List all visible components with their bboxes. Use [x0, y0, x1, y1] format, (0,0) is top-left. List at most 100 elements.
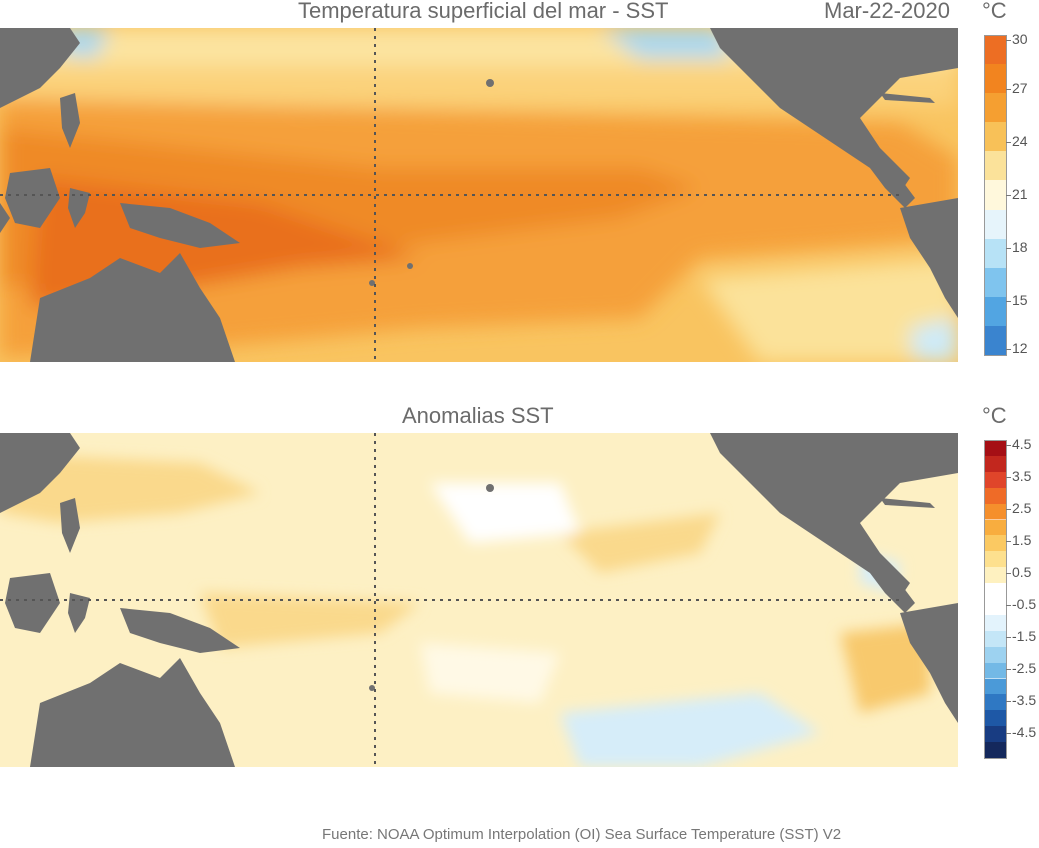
anomaly-colorbar-tick-label: -3.5 [1012, 692, 1037, 708]
anomaly-colorbar-segment [984, 678, 1006, 696]
sst-land-islands-a [369, 280, 375, 286]
anomaly-warm-patch-east [560, 513, 720, 573]
sst-date: Mar-22-2020 [824, 0, 950, 23]
sst-land-australia [30, 253, 235, 362]
sst-land-cuba [880, 93, 935, 103]
sst-colorbar-tick-mark [1006, 301, 1011, 302]
sst-colorbar-segment [984, 180, 1006, 211]
anomaly-colorbar-tick-mark [1006, 541, 1011, 542]
anomaly-colorbar-tick-label: 2.5 [1012, 500, 1032, 516]
anomaly-land-cuba [880, 498, 935, 508]
sst-unit: °C [982, 0, 1007, 23]
anomaly-colorbar-segment [984, 471, 1006, 489]
sst-colorbar-tick-label: 24 [1012, 133, 1028, 149]
sst-cold-north [600, 28, 730, 58]
anomaly-colorbar-segment [984, 551, 1006, 569]
sst-colorbar-segment [984, 296, 1006, 327]
sst-colorbar-tick-label: 12 [1012, 340, 1028, 356]
anomaly-colorbar-tick-mark [1006, 573, 1011, 574]
sst-colorbar [984, 35, 1006, 356]
anomaly-colorbar-tick-mark [1006, 605, 1011, 606]
anomaly-colorbar-tick-label: 3.5 [1012, 468, 1032, 484]
anomaly-colorbar-tick-mark [1006, 637, 1011, 638]
anomaly-colorbar-segment [984, 503, 1006, 521]
sst-land-borneo [5, 168, 60, 228]
anomaly-colorbar-tick-mark [1006, 733, 1011, 734]
anomaly-colorbar-segment [984, 646, 1006, 664]
sst-cool-south-east [700, 258, 958, 362]
sst-land-sumatra [0, 203, 10, 233]
anomaly-colorbar-tick-label: 0.5 [1012, 564, 1032, 580]
anomaly-colorbar-segment [984, 726, 1006, 744]
sst-land-asia [0, 28, 80, 108]
sst-land-islands-b [407, 263, 413, 269]
anomaly-colorbar-tick-label: -0.5 [1012, 596, 1037, 612]
anomaly-neutral-patch-south [420, 643, 560, 703]
sst-land-new-guinea [120, 203, 240, 248]
sst-land-sulawesi [68, 188, 90, 228]
sst-land-north-america [710, 28, 958, 193]
anomaly-colorbar-segment [984, 567, 1006, 585]
anomaly-land-sulawesi [68, 593, 90, 633]
sst-colorbar-segment [984, 151, 1006, 182]
sst-colorbar-segment [984, 93, 1006, 124]
anomaly-colorbar-tick-label: 4.5 [1012, 436, 1032, 452]
anomaly-colorbar [984, 440, 1006, 759]
sst-colorbar-segment [984, 267, 1006, 298]
anomaly-map-canvas [0, 433, 958, 767]
anomaly-colorbar-segment [984, 694, 1006, 712]
sst-map-canvas [0, 28, 958, 362]
anomaly-colorbar-segment [984, 614, 1006, 632]
anomaly-cool-patch-south [560, 693, 820, 767]
sst-colorbar-tick-label: 21 [1012, 186, 1028, 202]
anomaly-land-philippines [60, 498, 80, 553]
anomaly-colorbar-segment [984, 535, 1006, 553]
anomaly-colorbar-segment [984, 440, 1006, 457]
anomaly-colorbar-tick-mark [1006, 477, 1011, 478]
sst-colorbar-tick-mark [1006, 248, 1011, 249]
anomaly-land-south-america [900, 603, 958, 723]
anomaly-colorbar-tick-mark [1006, 669, 1011, 670]
sst-land-south-america [900, 198, 958, 318]
sst-colorbar-tick-mark [1006, 349, 1011, 350]
sst-colorbar-segment [984, 238, 1006, 269]
sst-colorbar-tick-mark [1006, 142, 1011, 143]
anomaly-land-new-guinea [120, 608, 240, 653]
sst-map [0, 28, 958, 362]
anomaly-colorbar-tick-label: -2.5 [1012, 660, 1037, 676]
anomaly-colorbar-segment [984, 487, 1006, 505]
anomaly-colorbar-segment [984, 455, 1006, 473]
sst-colorbar-tick-mark [1006, 40, 1011, 41]
anomaly-colorbar-segment [984, 519, 1006, 537]
anomaly-land-islands [369, 685, 375, 691]
sst-colorbar-tick-label: 30 [1012, 31, 1028, 47]
anomaly-colorbar-segment [984, 630, 1006, 648]
anomaly-land-australia [30, 658, 235, 767]
anomaly-colorbar-segment [984, 662, 1006, 680]
sst-colorbar-segment [984, 64, 1006, 95]
sst-cold-se-corner [910, 318, 958, 362]
anomaly-title: Anomalias SST [402, 403, 554, 428]
data-source: Fuente: NOAA Optimum Interpolation (OI) … [322, 826, 842, 843]
anomaly-colorbar-segment [984, 742, 1006, 759]
sst-colorbar-tick-label: 15 [1012, 292, 1028, 308]
sst-colorbar-tick-label: 18 [1012, 239, 1028, 255]
anomaly-colorbar-tick-label: -4.5 [1012, 724, 1037, 740]
anomaly-map [0, 433, 958, 767]
sst-colorbar-tick-mark [1006, 195, 1011, 196]
anomaly-colorbar-segment [984, 599, 1006, 616]
anomaly-colorbar-segment [984, 583, 1006, 600]
anomaly-colorbar-tick-mark [1006, 701, 1011, 702]
anomaly-colorbar-segment [984, 710, 1006, 728]
anomaly-land-north-america [710, 433, 958, 598]
anomaly-colorbar-tick-mark [1006, 445, 1011, 446]
sst-land-central-america [870, 168, 915, 208]
anomaly-neutral-patch-north [430, 483, 580, 543]
anomaly-land-borneo [5, 573, 60, 633]
anomaly-warm-patch-se [840, 623, 930, 713]
anomaly-colorbar-tick-mark [1006, 509, 1011, 510]
sst-colorbar-tick-mark [1006, 89, 1011, 90]
sst-colorbar-tick-label: 27 [1012, 80, 1028, 96]
sst-colorbar-segment [984, 35, 1006, 66]
sst-colorbar-segment [984, 122, 1006, 153]
